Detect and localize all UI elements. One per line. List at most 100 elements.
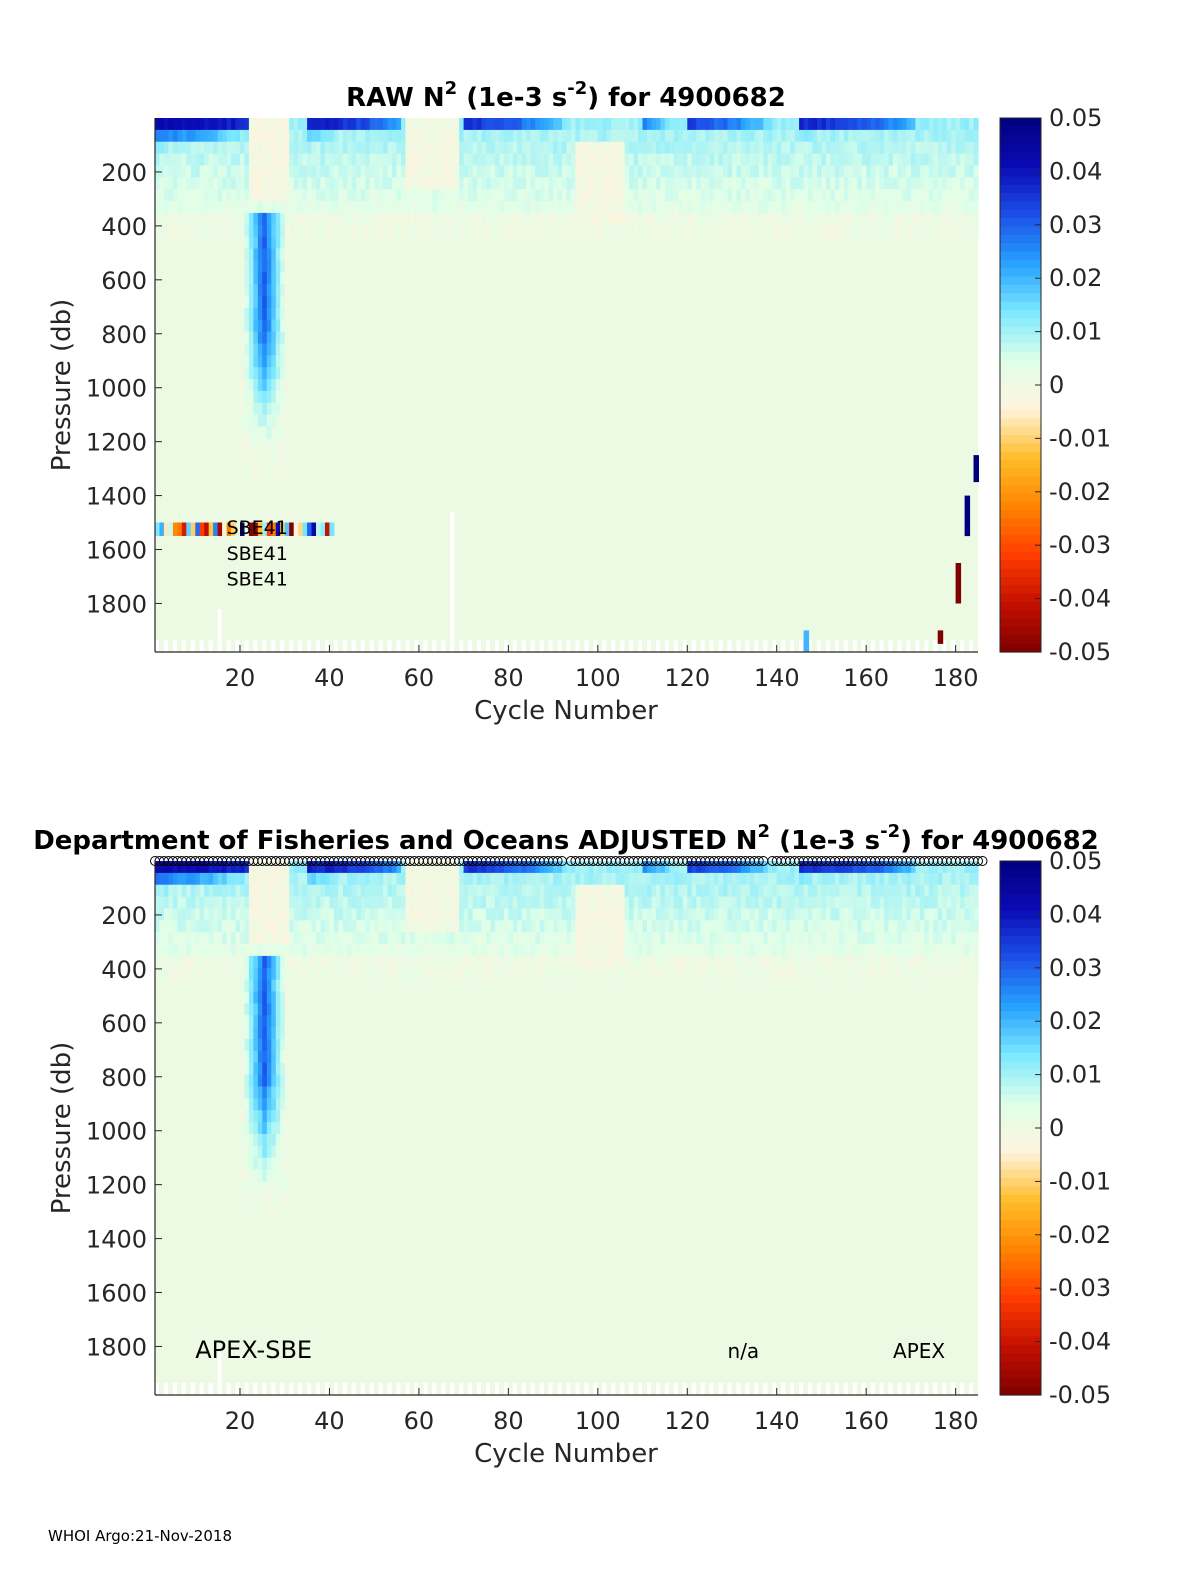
heatmap-cell (325, 861, 331, 874)
heatmap-cell (933, 165, 939, 178)
heatmap-cell (454, 201, 460, 214)
colorbar-swatch (1000, 927, 1041, 937)
heatmap-cell (280, 177, 286, 190)
heatmap-cell (732, 177, 738, 190)
heatmap-cell (275, 955, 281, 969)
heatmap-cell (758, 884, 764, 898)
heatmap-cell (262, 1062, 268, 1076)
heatmap-cell (821, 920, 827, 933)
missing-data-gap (843, 1383, 848, 1395)
heatmap-cell (723, 212, 729, 226)
heatmap-cell (325, 165, 331, 178)
heatmap-cell (235, 224, 241, 238)
heatmap-cell (544, 153, 550, 167)
heatmap-cell (316, 153, 322, 167)
heatmap-cell (682, 967, 688, 981)
heatmap-cell (919, 141, 925, 155)
colorbar-swatch (1000, 1378, 1041, 1388)
heatmap-cell (526, 908, 532, 921)
heatmap-cell (951, 944, 957, 957)
heatmap-cell (736, 944, 742, 957)
heatmap-cell (325, 955, 331, 969)
missing-data-gap (208, 640, 213, 652)
heatmap-cell (584, 129, 590, 143)
x-tick-label: 60 (404, 1407, 435, 1435)
heatmap-cell (964, 967, 970, 981)
heatmap-cell (486, 944, 492, 957)
heatmap-cell (262, 1027, 268, 1040)
heatmap-cell (535, 872, 541, 886)
heatmap-cell (360, 955, 366, 969)
heatmap-cell (414, 967, 420, 981)
heatmap-cell (673, 118, 679, 131)
heatmap-cell (682, 955, 688, 969)
heatmap-cell (579, 141, 585, 155)
heatmap-cell (548, 872, 554, 886)
heatmap-cell (432, 129, 438, 143)
heatmap-cell (338, 884, 344, 898)
heatmap-cell (584, 177, 590, 190)
heatmap-cell (893, 955, 899, 969)
heatmap-cell (248, 1181, 254, 1194)
heatmap-cell (749, 967, 755, 981)
heatmap-cell (405, 920, 411, 933)
heatmap-cell (861, 118, 867, 131)
heatmap-cell (204, 189, 210, 202)
heatmap-cell (803, 944, 809, 957)
heatmap-cell (356, 861, 362, 874)
heatmap-cell (530, 189, 536, 202)
heatmap-cell (754, 141, 760, 155)
heatmap-cell (700, 201, 706, 214)
heatmap-cell (275, 177, 281, 190)
heatmap-cell (902, 224, 908, 238)
heatmap-cell (445, 896, 451, 910)
heatmap-cell (436, 165, 442, 178)
heatmap-cell (548, 212, 554, 226)
heatmap-cell (548, 189, 554, 202)
heatmap-cell (946, 224, 952, 238)
heatmap-cell (508, 189, 514, 202)
heatmap-cell (964, 153, 970, 167)
x-tick-label: 120 (664, 1407, 710, 1435)
heatmap-cell (257, 884, 263, 898)
heatmap-cell (280, 861, 286, 874)
heatmap-cell (884, 177, 890, 190)
heatmap-cell (902, 141, 908, 155)
heatmap-cell (432, 189, 438, 202)
heatmap-cell (678, 153, 684, 167)
heatmap-cell (217, 896, 223, 910)
heatmap-cell (262, 438, 268, 451)
heatmap-cell (749, 955, 755, 969)
heatmap-cell (320, 153, 326, 167)
heatmap-cell (790, 201, 796, 214)
heatmap-cell (562, 165, 568, 178)
heatmap-cell (557, 861, 563, 874)
heatmap-cell (222, 861, 228, 874)
heatmap-cell (776, 212, 782, 226)
heatmap-cell (763, 967, 769, 981)
heatmap-cell (754, 955, 760, 969)
heatmap-cell (557, 165, 563, 178)
heatmap-cell (933, 920, 939, 933)
heatmap-cell (325, 189, 331, 202)
heatmap-cell (678, 224, 684, 238)
heatmap-cell (199, 896, 205, 910)
heatmap-cell (459, 224, 465, 238)
heatmap-cell (673, 153, 679, 167)
heatmap-cell (830, 165, 836, 178)
heatmap-cell (615, 118, 621, 131)
heatmap-cell (682, 153, 688, 167)
heatmap-cell (964, 932, 970, 945)
heatmap-cell (785, 861, 791, 874)
heatmap-cell (387, 177, 393, 190)
heatmap-cell (647, 165, 653, 178)
colorbar-tick-label: -0.02 (1049, 1221, 1111, 1249)
heatmap-cell (284, 1110, 290, 1123)
heatmap-cell (602, 932, 608, 945)
heatmap-cell (266, 426, 272, 439)
heatmap-cell (642, 920, 648, 933)
heatmap-cell (477, 861, 483, 874)
heatmap-cell (172, 129, 178, 143)
heatmap-cell (427, 955, 433, 969)
heatmap-cell (459, 177, 465, 190)
